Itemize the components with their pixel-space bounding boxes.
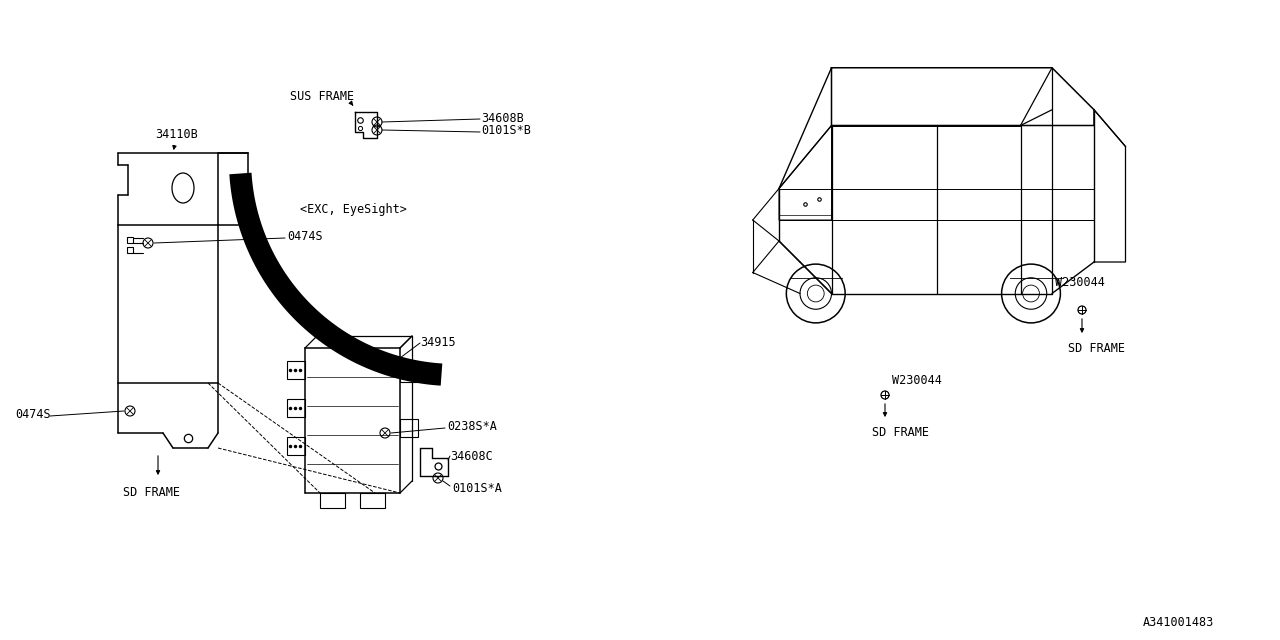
FancyBboxPatch shape <box>320 493 346 508</box>
FancyBboxPatch shape <box>399 419 419 437</box>
Text: SD FRAME: SD FRAME <box>872 426 929 438</box>
FancyBboxPatch shape <box>287 399 305 417</box>
Text: SUS FRAME: SUS FRAME <box>291 90 355 104</box>
Text: <EXC, EyeSight>: <EXC, EyeSight> <box>300 204 407 216</box>
FancyBboxPatch shape <box>360 493 385 508</box>
Text: 34110B: 34110B <box>155 129 197 141</box>
Text: SD FRAME: SD FRAME <box>1068 342 1125 355</box>
Text: 0238S*A: 0238S*A <box>447 420 497 433</box>
Text: 0474S: 0474S <box>15 408 51 422</box>
Text: 34915: 34915 <box>420 337 456 349</box>
FancyBboxPatch shape <box>399 364 419 382</box>
Text: 0101S*B: 0101S*B <box>481 125 531 138</box>
FancyBboxPatch shape <box>287 361 305 379</box>
Text: SD FRAME: SD FRAME <box>123 486 180 499</box>
Text: 34608B: 34608B <box>481 111 524 125</box>
Text: 34608C: 34608C <box>451 449 493 463</box>
Text: A341001483: A341001483 <box>1143 616 1215 628</box>
FancyBboxPatch shape <box>287 437 305 455</box>
Text: W230044: W230044 <box>892 374 942 387</box>
Text: 0101S*A: 0101S*A <box>452 481 502 495</box>
Text: W230044: W230044 <box>1055 276 1105 289</box>
Text: 0474S: 0474S <box>287 230 323 243</box>
